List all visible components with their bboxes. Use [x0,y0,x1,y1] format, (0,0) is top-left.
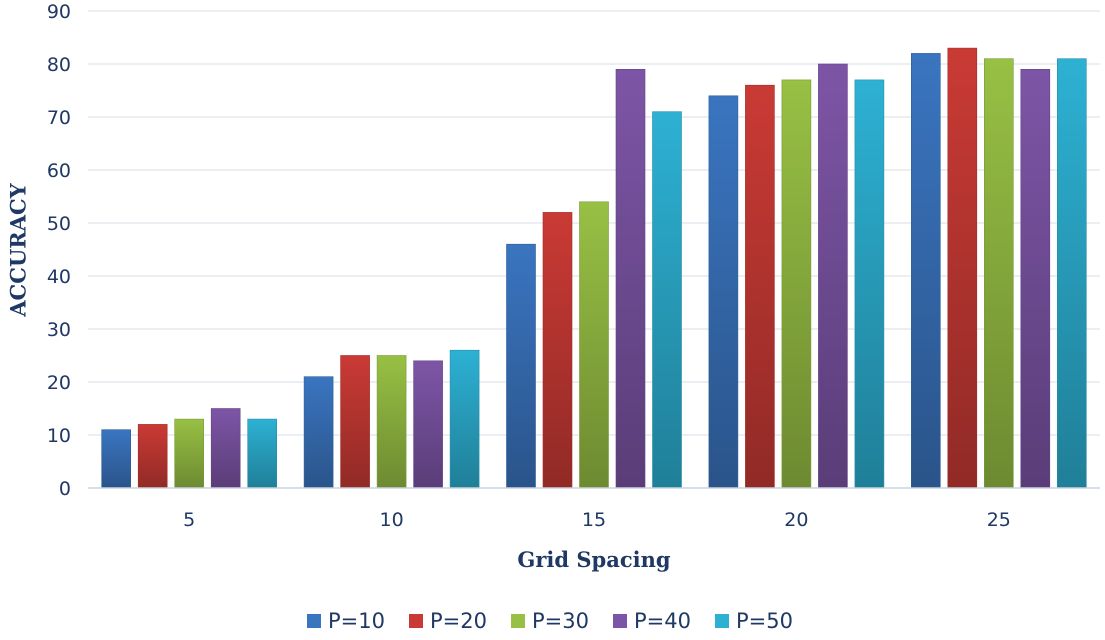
bar-p10-grid-25 [910,53,941,489]
bar-p30-grid-20 [781,79,812,489]
bar-p30-grid-25 [983,58,1014,489]
x-axis-title: Grid Spacing [517,547,670,572]
legend-label: P=20 [430,609,487,633]
legend-swatch [511,614,525,628]
legend-item: P=10 [307,609,385,633]
bar-p10-grid-15 [506,243,536,489]
bar-p30-grid-5 [174,418,204,489]
bar-p50-grid-5 [247,418,277,489]
y-tick-label: 90 [47,1,71,23]
bar-p40-grid-15 [615,69,646,489]
y-tick-label: 80 [47,54,71,76]
y-tick-label: 50 [47,213,71,235]
legend-label: P=30 [532,609,589,633]
bar-p20-grid-20 [745,84,775,489]
x-tick-label: 15 [582,509,606,531]
y-axis-ticks: 0 10 20 30 40 50 60 70 80 90 [47,1,71,500]
y-tick-label: 0 [59,478,71,500]
bar-p30-grid-10 [376,355,407,489]
x-axis-ticks: 5 10 15 20 25 [183,509,1011,531]
y-tick-label: 40 [47,266,71,288]
bar-p40-grid-20 [818,63,848,489]
legend-label: P=40 [634,609,691,633]
y-tick-label: 30 [47,319,71,341]
bar-p20-grid-15 [542,212,573,489]
legend-label: P=50 [736,609,793,633]
legend-item: P=20 [409,609,487,633]
legend-item: P=30 [511,609,589,633]
bar-p50-grid-10 [449,349,480,489]
legend-swatch [409,614,423,628]
legend-swatch [715,614,729,628]
bar-p10-grid-5 [101,429,131,489]
bar-p20-grid-5 [137,424,168,489]
y-tick-label: 10 [47,425,71,447]
y-tick-label: 70 [47,107,71,129]
x-tick-label: 10 [380,509,404,531]
bar-p40-grid-25 [1020,69,1051,489]
bar-p20-grid-25 [947,47,978,489]
bar-p40-grid-10 [413,360,443,489]
y-tick-label: 20 [47,372,71,394]
legend-swatch [307,614,321,628]
y-axis-title: ACCURACY [5,182,30,317]
legend: P=10 P=20 P=30 P=40 P=50 [307,609,793,633]
y-tick-label: 60 [47,160,71,182]
bar-p30-grid-15 [579,201,609,489]
bar-p50-grid-15 [652,111,682,489]
bar-p10-grid-20 [708,95,739,489]
legend-item: P=50 [715,609,793,633]
x-tick-label: 20 [784,509,808,531]
bar-p40-grid-5 [210,408,241,489]
x-tick-label: 5 [183,509,195,531]
legend-item: P=40 [613,609,691,633]
legend-label: P=10 [328,609,385,633]
bar-p50-grid-25 [1057,58,1087,489]
legend-swatch [613,614,627,628]
bars [101,47,1087,489]
x-tick-label: 25 [987,509,1011,531]
bar-p20-grid-10 [340,355,370,489]
bar-p10-grid-10 [303,376,334,489]
bar-p50-grid-20 [854,79,885,489]
